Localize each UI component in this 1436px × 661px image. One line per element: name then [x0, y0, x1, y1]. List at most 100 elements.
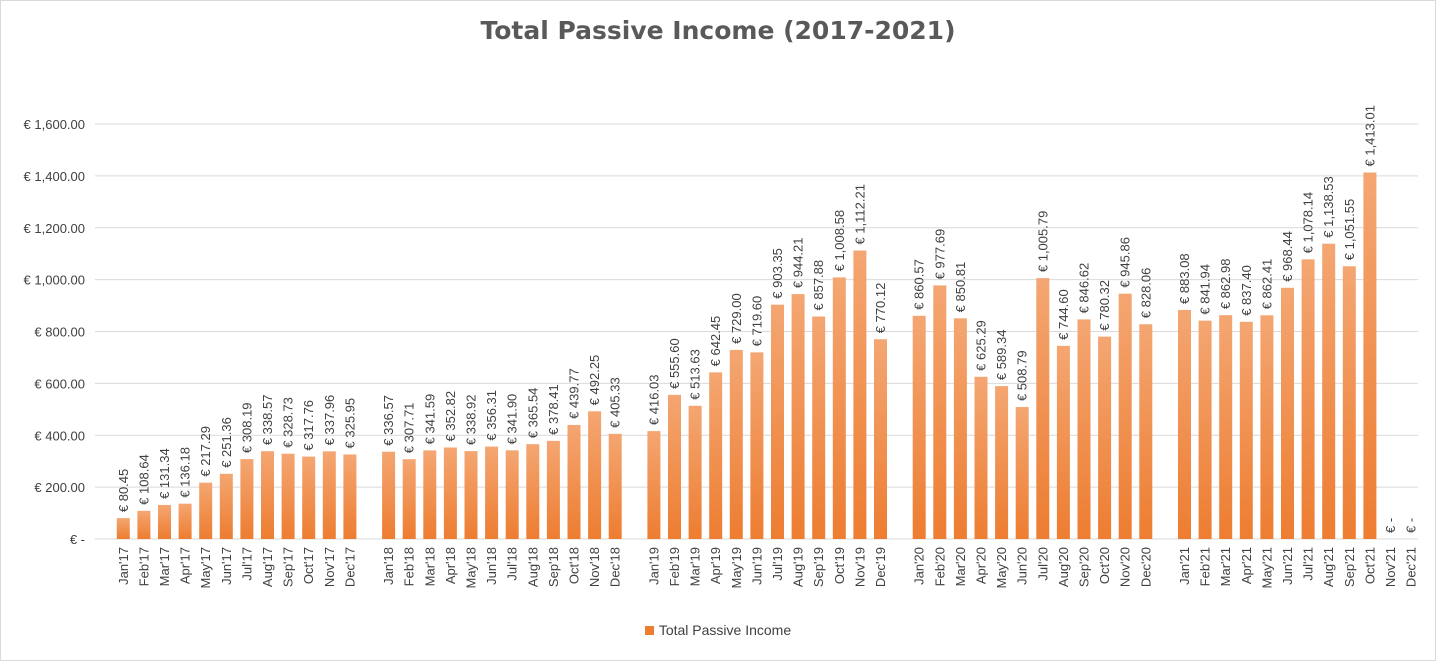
data-label: € 744.60 [1056, 289, 1071, 340]
bar [343, 454, 357, 539]
y-tick-label: € 1,200.00 [24, 221, 85, 236]
bar [1281, 287, 1294, 539]
bar [443, 447, 457, 539]
x-tick-label: Jun'17 [219, 547, 234, 585]
data-label: € 108.64 [136, 454, 151, 505]
data-label: € 719.60 [749, 296, 764, 347]
data-label: € 341.90 [505, 394, 520, 445]
x-tick-label: Aug'19 [791, 547, 806, 587]
data-label: € 1,078.14 [1301, 192, 1316, 253]
bar [709, 372, 723, 539]
x-tick-label: Jul'17 [239, 547, 254, 581]
bar [505, 450, 519, 539]
x-tick-label: Jul'19 [770, 547, 785, 581]
bar [423, 450, 437, 539]
x-tick-label: Sep'20 [1077, 547, 1092, 587]
x-tick-label: Dec'18 [608, 547, 623, 587]
x-tick-label: Aug'18 [525, 547, 540, 587]
x-tick-label: Sep'19 [811, 547, 826, 587]
x-tick-label: May'17 [198, 547, 213, 589]
data-label: € 1,051.55 [1342, 199, 1357, 260]
data-label: € 589.34 [994, 330, 1009, 381]
data-label: € 338.57 [260, 395, 275, 446]
x-tick-label: Dec'17 [342, 547, 357, 587]
data-label: € 837.40 [1239, 265, 1254, 316]
y-tick-label: € 200.00 [34, 480, 85, 495]
bar [750, 352, 764, 539]
bar [688, 405, 702, 539]
x-tick-label: Jan'20 [912, 547, 927, 585]
data-label: € 846.62 [1077, 263, 1092, 314]
data-label: € 131.34 [157, 448, 172, 499]
x-axis-tick-labels: Jan'17 Feb'17 Mar'17 Apr'17 May'17 Jun'17 Jul'… [116, 547, 1419, 589]
bar [281, 453, 295, 539]
bar [240, 459, 254, 539]
data-label: € 325.95 [342, 398, 357, 449]
bar [974, 376, 988, 539]
data-label: € 625.29 [974, 320, 989, 371]
x-tick-label: Jan'21 [1177, 547, 1192, 585]
x-tick-label: Apr'21 [1239, 547, 1254, 584]
data-label: € 841.94 [1198, 264, 1213, 315]
x-tick-label: Dec'20 [1138, 547, 1153, 587]
x-tick-label: May'19 [729, 547, 744, 589]
data-label: € 356.31 [484, 390, 499, 441]
bar [382, 451, 396, 539]
bar [1239, 321, 1253, 539]
data-label: € 136.18 [178, 447, 193, 498]
bar [137, 510, 151, 539]
data-label: € 860.57 [912, 259, 927, 310]
bar [812, 316, 826, 539]
x-tick-label: Apr'17 [178, 547, 193, 584]
data-label: € 857.88 [811, 260, 826, 311]
data-label: € 365.54 [525, 388, 540, 439]
bars [116, 172, 1377, 539]
data-label: € - [1404, 518, 1419, 533]
x-tick-label: Jul'18 [505, 547, 520, 581]
data-label: € 308.19 [239, 402, 254, 453]
x-tick-label: Mar'21 [1218, 547, 1233, 586]
bar [1363, 172, 1377, 539]
data-label: € 828.06 [1138, 268, 1153, 319]
data-label: € 1,138.53 [1321, 176, 1336, 237]
bar [1219, 315, 1233, 539]
bar [261, 451, 274, 539]
x-tick-label: Jan'17 [116, 547, 131, 585]
bar [729, 349, 743, 539]
bar [1056, 345, 1070, 539]
data-label: € 416.03 [646, 374, 661, 425]
x-tick-label: Sep'18 [546, 547, 561, 587]
y-tick-label: € 800.00 [34, 325, 85, 340]
data-label: € 492.25 [587, 355, 602, 406]
data-label: € 508.79 [1015, 350, 1030, 401]
bar [1342, 266, 1356, 539]
bar [933, 285, 947, 539]
data-label: € 1,005.79 [1035, 211, 1050, 272]
data-labels: € 80.45 € 108.64 € 131.34 € 136.18 € 217.29 €… [116, 105, 1419, 533]
data-label: € 328.73 [281, 397, 296, 448]
bar [1015, 407, 1029, 539]
bar [832, 277, 846, 539]
x-tick-label: Mar'19 [688, 547, 703, 586]
bar [1178, 309, 1191, 539]
data-label: € 642.45 [708, 316, 723, 367]
legend-swatch [644, 625, 654, 635]
bar [1098, 336, 1112, 539]
data-label: € 405.33 [608, 377, 623, 428]
x-tick-label: Mar'17 [157, 547, 172, 586]
data-label: € 439.77 [567, 368, 582, 419]
x-tick-label: Apr'20 [974, 547, 989, 584]
y-tick-label: € 400.00 [34, 428, 85, 443]
data-label: € 780.32 [1097, 280, 1112, 331]
x-tick-label: Aug'17 [260, 547, 275, 587]
bar [1260, 315, 1274, 539]
data-label: € 555.60 [667, 338, 682, 389]
x-tick-label: Jun'20 [1015, 547, 1030, 585]
x-tick-label: Jun'21 [1280, 547, 1295, 585]
x-tick-label: Feb'19 [667, 547, 682, 586]
data-label: € 307.71 [402, 403, 417, 454]
chart-title: Total Passive Income (2017-2021) [480, 16, 956, 45]
data-label: € 513.63 [688, 349, 703, 400]
bar [1077, 319, 1091, 539]
data-label: € 1,008.58 [832, 210, 847, 271]
